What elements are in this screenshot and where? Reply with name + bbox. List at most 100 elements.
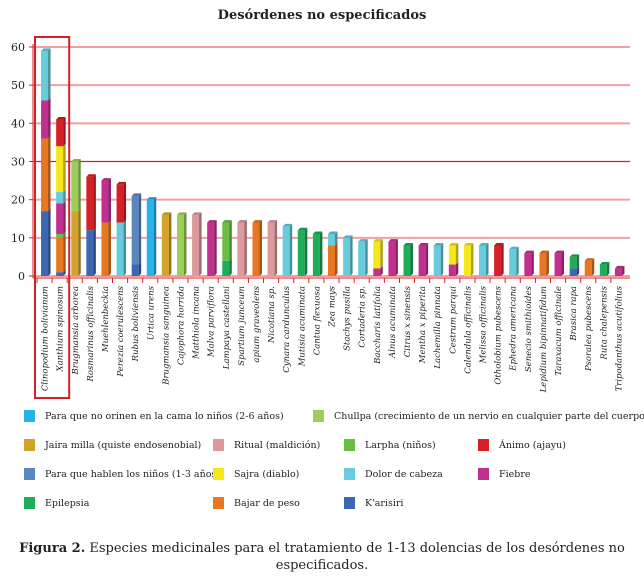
bar-segment-fiebre <box>41 100 49 139</box>
category-label: Baccharis latifolia <box>373 286 383 365</box>
bar-top <box>86 174 96 177</box>
bar-segment-side <box>546 250 549 276</box>
category-label: Otholobium pubescens <box>494 285 504 384</box>
legend-item: Jaira milla (quiste endosenobial) <box>24 439 201 451</box>
bar-segment-side <box>606 262 610 276</box>
bar-top <box>41 48 51 51</box>
bar-segment-fiebre <box>207 222 215 276</box>
category-label: Psoralea pubescens <box>584 285 594 372</box>
bar-segment-bajar <box>41 138 49 212</box>
category-label: Ruta chalepensis <box>599 285 609 360</box>
bar-top <box>297 227 308 231</box>
category-label: Lachemilla pinnata <box>433 286 443 370</box>
bar-segment-jaira <box>161 214 169 276</box>
legend-item: Para que no orinen en la cama lo niños (… <box>24 410 284 422</box>
category-label: Muehlenbeckia <box>101 286 111 353</box>
bar-segment-side <box>335 231 338 246</box>
bar-segment-fiebre <box>373 268 381 276</box>
legend-label: Ritual (maldición) <box>234 439 321 451</box>
bar-segment-side <box>168 212 172 276</box>
category-label: apium graveolens <box>252 285 262 362</box>
bar-segment-dolor <box>116 222 124 276</box>
bar-segment-side <box>350 235 353 276</box>
bar-segment-side <box>304 227 308 276</box>
bar-top <box>403 242 414 246</box>
bar-segment-side <box>289 223 293 276</box>
stacked-bar-chart: 0 10 20 30 40 50 60 Clinopodium bolivianum Xanth… <box>11 36 630 399</box>
bar-segment-bajar <box>101 222 109 276</box>
bar-segment-fiebre <box>554 253 562 276</box>
bar-segment-side <box>138 262 142 276</box>
category-label: Cynara cardunculus <box>282 285 292 372</box>
bar-top <box>131 193 142 196</box>
legend-label: Para que no orinen en la cama lo niños (… <box>45 410 284 422</box>
legend-swatch <box>213 497 224 509</box>
bar-segment-animo <box>56 119 64 147</box>
bar-top <box>282 223 293 227</box>
category-label: Rubus boliviensis <box>131 285 141 362</box>
bar-segment-side <box>335 242 338 276</box>
bar-segment-bajar <box>328 245 335 276</box>
bar-segment-side <box>63 269 66 276</box>
highlight-box <box>34 36 71 399</box>
legend-item: Chullpa (crecimiento de un nervio en cua… <box>313 410 644 422</box>
bar-segment-dolor <box>328 234 335 246</box>
category-label: Urtica urens <box>146 285 156 340</box>
bar-top <box>71 159 81 162</box>
category-label: Stachys pusilla <box>343 286 353 351</box>
bar-segment-side <box>78 208 81 276</box>
category-label: Brugmansia sanguinea <box>161 286 171 386</box>
legend-swatch <box>213 439 224 451</box>
bar-top <box>176 212 187 215</box>
legend-label: Ánimo (ajayu) <box>499 439 566 451</box>
bar-segment-side <box>63 231 66 238</box>
category-label: Matthiola incana <box>192 286 202 360</box>
bar-segment-chullpa <box>176 214 184 276</box>
bar-segment-side <box>229 258 232 276</box>
category-label: Lepidium bipinnatifidum <box>539 286 549 393</box>
category-label: Xanthium spinosum <box>56 286 66 372</box>
bar-segment-side <box>93 174 96 231</box>
bar-segment-dolor <box>433 245 441 276</box>
bar-segment-hablen <box>131 195 139 265</box>
bar-segment-side <box>561 250 565 276</box>
bar-segment-dolor <box>479 245 487 276</box>
bar-segment-side <box>199 212 202 276</box>
bar-segment-dolor <box>343 237 351 276</box>
bar-segment-side <box>410 242 414 276</box>
bar-segment-side <box>395 239 398 276</box>
bar-segment-side <box>78 159 81 212</box>
legend-swatch <box>478 439 489 451</box>
bar-segment-fiebre <box>388 241 396 276</box>
bar-segment-side <box>470 242 474 276</box>
bar-top <box>222 220 232 223</box>
category-label: Nicotiana sp. <box>267 286 277 344</box>
bar-segment-ritual <box>192 214 200 276</box>
bar-segment-sajra <box>448 245 456 265</box>
category-label: Mutisia acuminata <box>297 286 307 367</box>
bar-segment-side <box>440 242 444 276</box>
bar-segment-side <box>48 136 51 212</box>
bar-top <box>146 197 157 200</box>
bar-segment-epilepsia <box>403 245 411 276</box>
legend-item: Sajra (diablo) <box>213 468 299 480</box>
bar-segment-larpha <box>222 222 230 261</box>
bar-top <box>101 178 111 181</box>
bar-segment-side <box>108 178 111 223</box>
legend-label: Jaira milla (quiste endosenobial) <box>45 439 202 451</box>
bar-segment-side <box>108 220 111 276</box>
bar-top <box>554 250 565 254</box>
bar-top <box>343 235 353 238</box>
bar-segment-orinen <box>146 199 154 276</box>
bar-segment-ritual <box>267 222 275 276</box>
bar-top <box>358 239 368 242</box>
bar-top <box>494 242 504 246</box>
bar-segment-karisiri <box>131 264 139 276</box>
bar-top <box>614 265 625 269</box>
bar-segment-dolor <box>282 226 290 276</box>
category-label: Spartium junceum <box>237 286 247 366</box>
category-label: Cestrum parqui <box>448 286 458 354</box>
y-tick-label: 50 <box>11 79 25 92</box>
category-label: Clinopodium bolivianum <box>41 286 51 391</box>
